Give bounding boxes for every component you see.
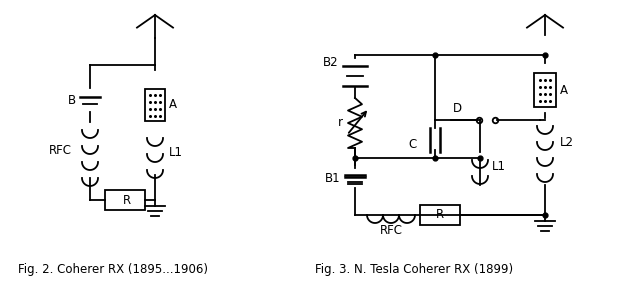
Text: A: A — [169, 99, 177, 112]
Text: B: B — [68, 94, 76, 106]
Text: L2: L2 — [560, 137, 574, 150]
Bar — [420, 205, 460, 225]
Text: B1: B1 — [325, 171, 341, 184]
Text: RFC: RFC — [379, 224, 402, 237]
Bar — [145, 89, 165, 121]
Bar — [534, 73, 556, 107]
Text: D: D — [452, 101, 462, 114]
Text: Fig. 3. N. Tesla Coherer RX (1899): Fig. 3. N. Tesla Coherer RX (1899) — [315, 263, 513, 276]
Text: L1: L1 — [169, 145, 183, 158]
Text: Fig. 2. Coherer RX (1895...1906): Fig. 2. Coherer RX (1895...1906) — [18, 263, 208, 276]
Text: L1: L1 — [492, 160, 506, 173]
Text: A: A — [560, 83, 568, 96]
Text: B2: B2 — [323, 57, 339, 70]
Text: R: R — [436, 209, 444, 222]
Text: RFC: RFC — [49, 143, 72, 157]
Text: r: r — [338, 117, 343, 130]
Bar — [105, 190, 145, 210]
Text: R: R — [123, 194, 131, 206]
Text: C: C — [409, 138, 417, 152]
